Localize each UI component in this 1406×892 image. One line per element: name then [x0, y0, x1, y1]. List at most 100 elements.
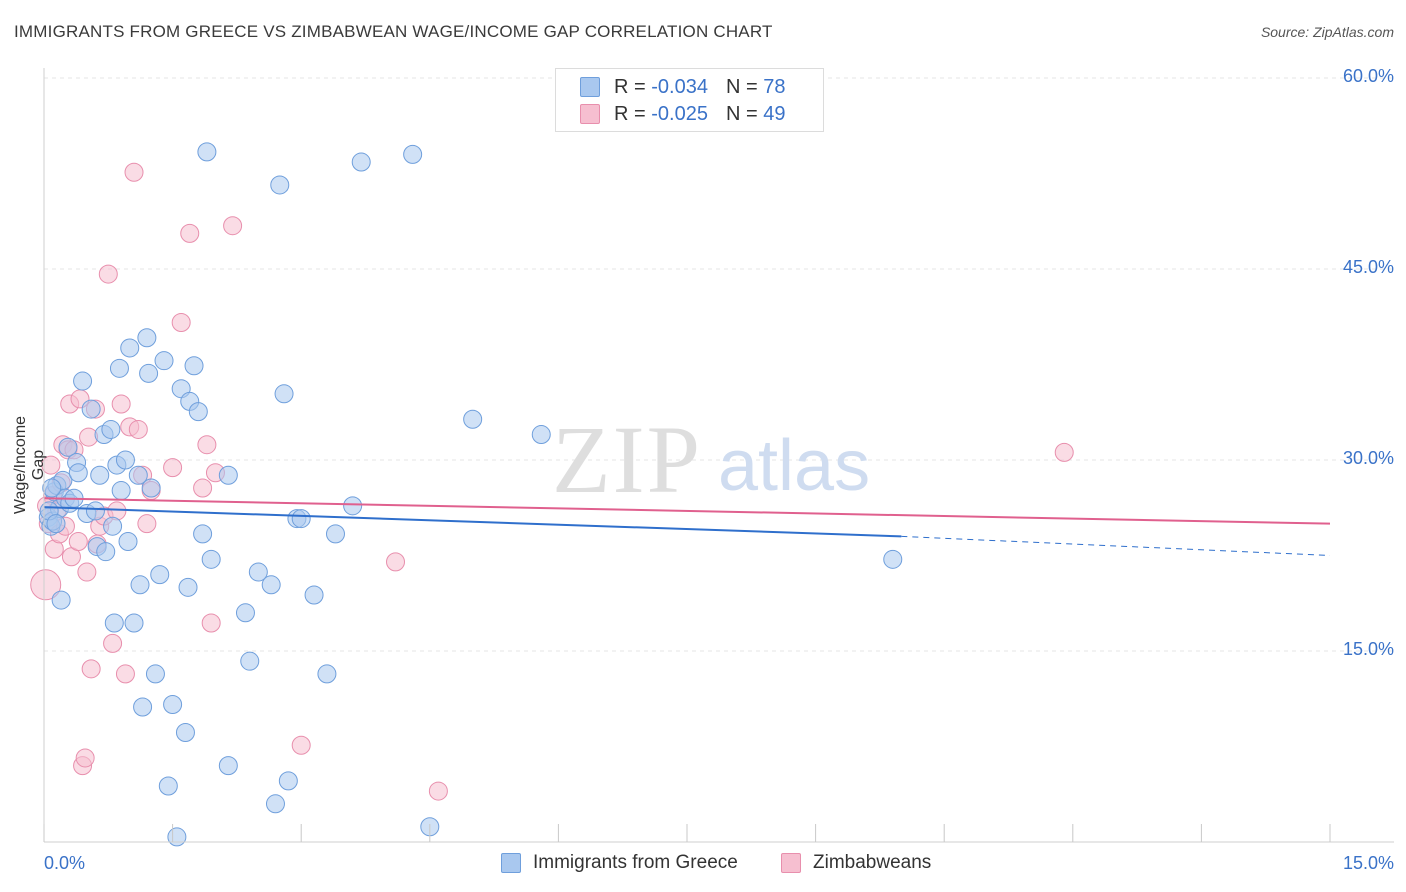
- greece-point: [130, 575, 150, 595]
- greece-point: [270, 175, 290, 195]
- greece-point: [133, 697, 153, 717]
- y-tick-label: 60.0%: [1342, 66, 1394, 86]
- zimbabweans-point: [223, 216, 243, 236]
- zimbabweans-point: [197, 435, 217, 455]
- greece-point: [531, 425, 551, 445]
- greece-point: [218, 756, 238, 776]
- zimbabweans-point: [111, 394, 131, 414]
- greece-r-label: R =: [614, 75, 646, 98]
- greece-point: [58, 437, 78, 457]
- greece-point: [115, 450, 135, 470]
- greece-point: [81, 399, 101, 419]
- greece-point: [104, 613, 124, 633]
- watermark-zip: ZIP: [552, 406, 702, 513]
- greece-n-value: 78: [763, 75, 786, 98]
- greece-n-label: N =: [725, 75, 758, 98]
- greece-point: [137, 328, 157, 348]
- chart-title: IMMIGRANTS FROM GREECE VS ZIMBABWEAN WAG…: [14, 22, 773, 41]
- greece-point: [403, 144, 423, 164]
- greece-point: [235, 603, 255, 623]
- zimbabweans-point: [68, 531, 88, 551]
- y-tick-label: 15.0%: [1342, 639, 1394, 659]
- greece-point: [68, 463, 88, 483]
- greece-point: [109, 358, 129, 378]
- greece-point: [141, 478, 161, 498]
- greece-point: [317, 664, 337, 684]
- legend-row-zimbabweans: R = -0.025 N = 49: [580, 102, 785, 126]
- zimbabweans-point: [124, 162, 144, 182]
- greece-point: [111, 481, 131, 501]
- bottom-zimbabweans-swatch: [781, 853, 801, 873]
- greece-point: [120, 338, 140, 358]
- greece-point: [154, 351, 174, 371]
- greece-point: [351, 152, 371, 172]
- zimbabweans-point: [428, 781, 448, 801]
- greece-point: [240, 651, 260, 671]
- greece-point: [291, 509, 311, 529]
- greece-point: [261, 575, 281, 595]
- bottom-greece-label: Immigrants from Greece: [533, 852, 738, 873]
- greece-point: [188, 402, 208, 422]
- greece-point: [96, 542, 116, 562]
- greece-point: [90, 465, 110, 485]
- greece-point: [325, 524, 345, 544]
- greece-point: [85, 501, 105, 521]
- watermark-atlas: atlas: [718, 426, 870, 506]
- greece-point: [128, 465, 148, 485]
- greece-point: [158, 776, 178, 796]
- zimbabweans-point: [75, 748, 95, 768]
- greece-point: [51, 590, 71, 610]
- watermark: ZIP atlas: [552, 406, 870, 513]
- greece-point: [103, 516, 123, 536]
- greece-point: [73, 371, 93, 391]
- gridlines: [44, 77, 1394, 652]
- zimbabweans-point: [386, 552, 406, 572]
- greece-point: [265, 794, 285, 814]
- greece-point: [178, 577, 198, 597]
- zimbabweans-point: [180, 223, 200, 243]
- greece-points: [38, 142, 903, 847]
- greece-point: [167, 827, 187, 847]
- greece-trend-line: [43, 506, 902, 538]
- y-tick-label: 30.0%: [1342, 448, 1394, 468]
- greece-point: [163, 694, 183, 714]
- zimbabweans-point: [193, 478, 213, 498]
- bottom-greece-swatch: [501, 853, 521, 873]
- zimbabweans-point: [137, 514, 157, 534]
- zimbabweans-point: [291, 735, 311, 755]
- correlation-legend: R = -0.034 N = 78 R = -0.025 N = 49: [555, 68, 824, 132]
- legend-row-greece: R = -0.034 N = 78: [580, 75, 785, 99]
- greece-point: [197, 142, 217, 162]
- source-label: Source: ZipAtlas.com: [1260, 24, 1394, 40]
- greece-point: [150, 565, 170, 585]
- greece-point: [883, 549, 903, 569]
- y-axis-label: Wage/Income Gap: [12, 415, 47, 515]
- greece-point: [101, 419, 121, 439]
- greece-point: [42, 478, 62, 498]
- zimbabweans-point: [98, 264, 118, 284]
- greece-swatch: [580, 77, 600, 97]
- zimbabweans-point: [1054, 442, 1074, 462]
- greece-trend-extension: [901, 535, 1331, 556]
- trend-lines: [43, 497, 1331, 556]
- greece-point: [145, 664, 165, 684]
- axes: [43, 68, 1394, 843]
- greece-point: [46, 514, 66, 534]
- greece-point: [193, 524, 213, 544]
- greece-r-value: -0.034: [651, 75, 708, 98]
- zim-n-value: 49: [763, 102, 786, 125]
- zim-r-label: R =: [614, 102, 646, 125]
- x-tick-min: 0.0%: [44, 853, 86, 873]
- zimbabweans-point: [163, 458, 183, 478]
- greece-point: [184, 356, 204, 376]
- zim-n-label: N =: [725, 102, 758, 125]
- bottom-zim-label: Zimbabweans: [813, 852, 932, 873]
- greece-point: [139, 363, 159, 383]
- greece-point: [175, 722, 195, 742]
- zimbabweans-point: [115, 664, 135, 684]
- greece-point: [463, 409, 483, 429]
- greece-point: [218, 465, 238, 485]
- y-tick-label: 45.0%: [1342, 257, 1394, 277]
- greece-point: [118, 531, 138, 551]
